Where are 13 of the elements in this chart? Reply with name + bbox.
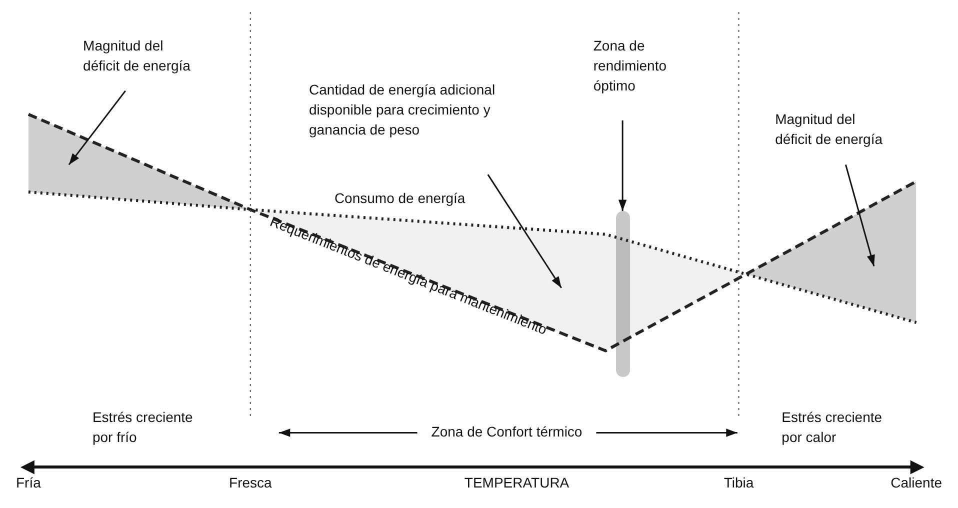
annotation: Estrés creciente por frío	[92, 408, 194, 445]
x-tick-label: Caliente	[890, 474, 942, 490]
x-tick-label: Fresca	[229, 474, 272, 490]
x-tick-label: Fría	[16, 474, 42, 490]
x-tick-label: TEMPERATURA	[464, 474, 570, 490]
x-tick-label: Tibia	[724, 474, 754, 490]
annotation: Zona de Confort térmico	[431, 424, 582, 440]
annotation: Estrés creciente por calor	[782, 408, 882, 445]
text: Magnitud del déficit de energía	[83, 37, 191, 74]
annotation: Cantidad de energía adicional disponible para crecimiento y ganancia de peso	[309, 82, 496, 138]
annotation: Magnitud del déficit de energía	[775, 111, 883, 148]
text: Zona de rendimiento óptimo	[593, 37, 667, 94]
series-label: Consumo de energía	[334, 190, 466, 206]
